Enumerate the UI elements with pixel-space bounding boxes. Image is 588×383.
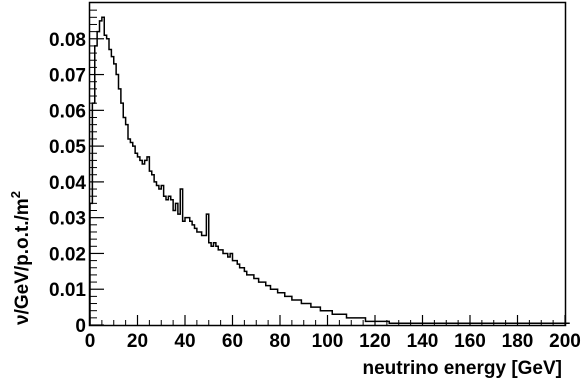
y-tick-label: 0.05 xyxy=(49,137,86,158)
y-tick-label: 0.02 xyxy=(49,244,86,265)
x-tick-label: 60 xyxy=(222,331,243,352)
y-tick-label: 0.03 xyxy=(49,209,86,230)
y-tick-label: 0.06 xyxy=(49,101,86,122)
x-tick-label: 120 xyxy=(359,331,391,352)
x-tick-label: 100 xyxy=(312,331,344,352)
x-tick-label: 20 xyxy=(127,331,148,352)
histogram-series-line xyxy=(89,16,570,325)
x-axis-label: neutrino energy [GeV] xyxy=(362,358,562,379)
y-axis-label-superscript: 2 xyxy=(8,191,23,198)
x-tick-label: 140 xyxy=(407,331,439,352)
y-tick-label: 0 xyxy=(75,316,86,337)
y-axis-label: ν/GeV/p.o.t./m2 xyxy=(8,191,33,325)
plot-frame xyxy=(88,1,567,327)
y-axis-label-text: ν/GeV/p.o.t./m xyxy=(12,198,33,325)
x-tick-label: 180 xyxy=(502,331,534,352)
x-tick-label: 0 xyxy=(85,331,96,352)
y-tick-label: 0.07 xyxy=(49,66,86,87)
y-tick-label: 0.04 xyxy=(49,173,86,194)
y-tick-label: 0.08 xyxy=(49,30,86,51)
x-tick-label: 80 xyxy=(269,331,290,352)
x-axis-ticks: 0 20 40 60 80 100 120 140 160 180 200 xyxy=(85,315,581,352)
y-tick-label: 0.01 xyxy=(49,280,86,301)
x-tick-label: 40 xyxy=(174,331,195,352)
x-tick-label: 160 xyxy=(454,331,486,352)
x-tick-label: 200 xyxy=(549,331,581,352)
